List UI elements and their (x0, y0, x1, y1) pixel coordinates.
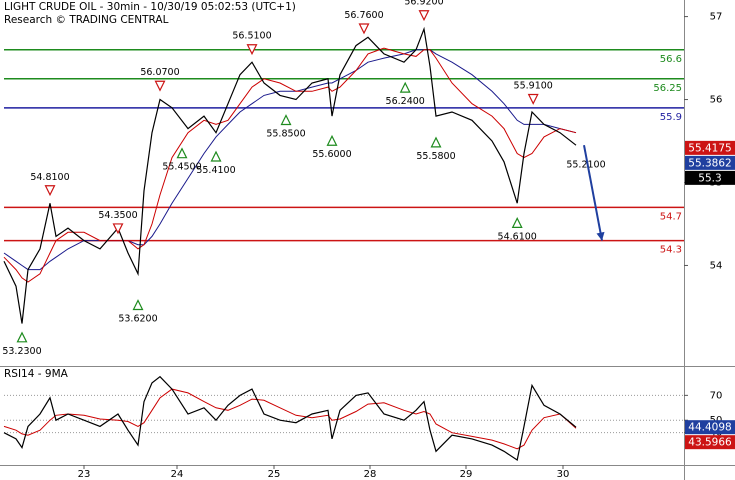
value-tag-label: 44.4098 (688, 422, 731, 434)
annotation: 55.2100 (566, 160, 605, 171)
pivot-label: 54.3500 (98, 210, 137, 221)
pivot-marker (418, 10, 430, 22)
pivot-label: 56.7600 (344, 10, 383, 21)
level-label: 54.3 (660, 245, 682, 256)
pivot-label: 53.2300 (2, 346, 41, 357)
series-line (3, 388, 577, 450)
y-tick-label: 56 (710, 95, 723, 106)
series-line (3, 47, 577, 283)
pivot-label: 56.2400 (386, 96, 425, 107)
pivot-label: 54.8100 (30, 172, 69, 183)
series-line (3, 375, 577, 461)
value-tag (685, 170, 735, 185)
series-line (3, 49, 577, 271)
pivot-label: 55.4500 (162, 162, 201, 173)
pivot-marker (154, 80, 166, 92)
x-tick-label: 29 (460, 469, 473, 480)
x-tick-label: 23 (78, 469, 91, 480)
pivot-label: 56.9200 (404, 0, 443, 8)
pivot-marker (358, 23, 370, 35)
forecast-arrowhead (596, 231, 605, 241)
x-tick-label: 28 (364, 469, 377, 480)
pivot-label: 55.8500 (266, 128, 305, 139)
series-line (3, 26, 577, 324)
value-tag (685, 140, 735, 155)
value-tag (685, 435, 735, 450)
pivot-marker (246, 44, 258, 56)
chart-subtitle: Research © TRADING CENTRAL (4, 14, 169, 26)
pivot-label: 55.5800 (416, 151, 455, 162)
pivot-marker (511, 217, 523, 228)
level-label: 54.7 (660, 211, 682, 222)
pivot-label: 56.5100 (232, 31, 271, 42)
value-tag-label: 55.3862 (688, 157, 731, 169)
pivot-marker (326, 134, 338, 146)
pivot-label: 55.4100 (196, 165, 235, 176)
rsi-title: RSI14 - 9MA (4, 368, 69, 380)
pivot-marker (44, 185, 56, 197)
level-label: 56.6 (660, 54, 682, 65)
pivot-marker (16, 331, 28, 343)
pivot-label: 55.9100 (514, 81, 553, 92)
value-tag-label: 55.3 (698, 172, 721, 184)
pivot-label: 55.6000 (312, 149, 351, 160)
pivot-marker (210, 150, 222, 162)
pivot-label: 53.6200 (118, 313, 157, 324)
pivot-marker (112, 223, 124, 235)
level-label: 56.25 (653, 83, 682, 94)
pivot-marker (176, 147, 188, 159)
forecast-arrow (583, 144, 603, 241)
value-tag-label: 55.4175 (688, 142, 731, 154)
chart-title: LIGHT CRUDE OIL - 30min - 10/30/19 05:02… (4, 1, 296, 13)
y-tick-label: 70 (710, 390, 723, 401)
value-tag (685, 420, 735, 435)
pivot-marker (430, 136, 442, 148)
y-tick-label: 57 (710, 12, 723, 23)
pivot-marker (280, 114, 292, 126)
pivot-label: 54.6100 (498, 231, 537, 242)
pivot-marker (527, 93, 539, 105)
y-tick-label: 54 (710, 260, 723, 271)
value-tag-label: 43.5966 (688, 437, 732, 449)
value-tag (685, 155, 735, 170)
pivot-marker (399, 81, 411, 93)
pivot-marker (132, 299, 144, 311)
pivot-label: 56.0700 (140, 67, 179, 78)
level-label: 55.9 (660, 112, 682, 123)
x-tick-label: 24 (171, 469, 184, 480)
x-tick-label: 25 (268, 469, 281, 480)
x-tick-label: 30 (557, 469, 570, 480)
